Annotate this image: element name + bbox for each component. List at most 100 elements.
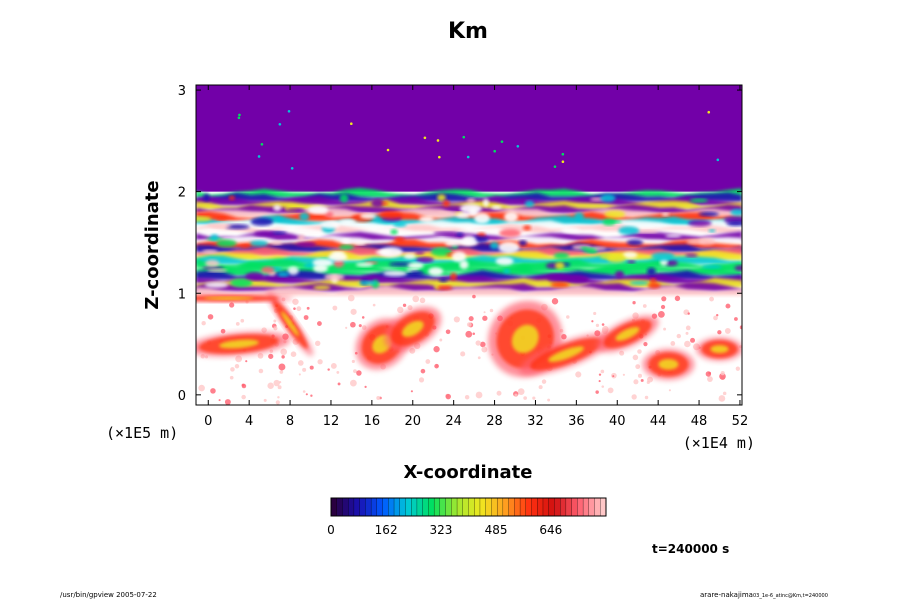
upper-speck [466, 155, 470, 159]
upper-speck [500, 140, 504, 143]
lower-speck [425, 359, 431, 364]
lower-speck [277, 396, 280, 399]
band-blotch [689, 198, 709, 203]
colorbar-cell [365, 497, 372, 517]
lower-speck [687, 312, 690, 315]
colorbar-frame [330, 497, 607, 517]
colorbar-cell [411, 497, 418, 517]
band-blotch [393, 236, 405, 243]
band-gap [379, 246, 403, 258]
lower-speck [593, 311, 597, 316]
lower-speck [201, 321, 206, 326]
lower-speck [273, 326, 278, 331]
x-tick-label: 52 [732, 414, 749, 429]
band-blotch [393, 221, 407, 228]
band-gap [418, 216, 434, 223]
band-stripe [196, 242, 742, 253]
lower-speck [420, 368, 426, 374]
band-blotch [409, 270, 424, 276]
lower-speck [547, 398, 551, 402]
band-blotch [287, 266, 299, 276]
lower-speck [595, 323, 600, 328]
lower-speck [720, 371, 725, 376]
lower-speck [230, 367, 235, 372]
band-blotch [277, 272, 290, 277]
colorbar-cell [439, 497, 447, 517]
x-tick-label: 4 [245, 414, 253, 429]
lower-speck [376, 395, 381, 400]
band-blotch [650, 278, 657, 284]
footer-right-small: 03_1e-6_atinc@Km,t=240000 [753, 593, 828, 599]
lower-speck [685, 331, 689, 335]
lower-speck [619, 350, 625, 356]
band-blotch [215, 217, 228, 221]
band-blotch [686, 239, 707, 245]
band-blotch [629, 281, 649, 285]
x-tick-label: 36 [568, 414, 585, 429]
band-blotch [546, 274, 571, 283]
band-blotch [647, 282, 661, 289]
colorbar-cell [359, 497, 366, 517]
lower-speck [483, 311, 486, 314]
band-blotch [661, 212, 670, 216]
colorbar-cell [502, 497, 510, 517]
lower-speck [481, 346, 488, 353]
lower-speck [245, 360, 248, 363]
lower-speck [235, 355, 243, 363]
band-blotch [210, 234, 219, 241]
lower-speck [298, 373, 301, 376]
band-blotch [379, 211, 402, 219]
colorbar-cell [594, 497, 601, 517]
lower-speck [224, 399, 231, 405]
upper-speck [237, 116, 241, 120]
plume-core [615, 327, 640, 341]
band-blotch [614, 270, 625, 279]
colorbar-cell [474, 497, 481, 517]
lower-speck [263, 398, 267, 402]
colorbar-cell [445, 497, 452, 517]
lower-speck [475, 340, 481, 346]
colorbar-cell [560, 497, 567, 517]
band-blotch [482, 198, 489, 207]
upper-speck [278, 122, 282, 126]
lower-speck [713, 315, 718, 321]
lower-speck [281, 355, 285, 359]
lower-speck [631, 394, 637, 400]
lower-speck [674, 295, 681, 302]
lower-speck [290, 351, 297, 357]
lower-speck [715, 313, 719, 317]
colorbar-cell [571, 497, 578, 517]
band-gap [504, 211, 519, 223]
colorbar-cell [479, 497, 487, 517]
band-blotch [554, 262, 565, 270]
colorbar-cell [433, 497, 441, 517]
band-blotch [698, 211, 719, 217]
lower-speck [268, 353, 274, 359]
band-blotch [216, 239, 237, 247]
lower-speck [598, 380, 601, 383]
lower-speck [685, 325, 691, 331]
band-blotch [438, 211, 459, 215]
band-blotch [734, 265, 742, 271]
upper-layer [196, 85, 742, 192]
band-blotch [299, 212, 310, 221]
colorbar-cell [565, 497, 573, 517]
band-blotch [358, 280, 378, 285]
lower-speck [725, 303, 731, 309]
band-blotch [296, 241, 317, 247]
upper-speck [287, 109, 291, 113]
y-scale-label: (×1E5 m) [106, 424, 178, 442]
band-blotch [204, 281, 229, 288]
colorbar-cell [537, 497, 544, 517]
colorbar-cell [422, 497, 429, 517]
y-tick-label: 2 [178, 186, 186, 201]
lower-speck [419, 297, 426, 304]
lower-speck [661, 296, 667, 302]
lower-speck [477, 356, 481, 360]
lower-speck [622, 373, 625, 376]
lower-speck [241, 383, 245, 387]
band-blotch [438, 277, 448, 283]
plume-core [401, 320, 424, 337]
band-blotch [565, 275, 589, 284]
